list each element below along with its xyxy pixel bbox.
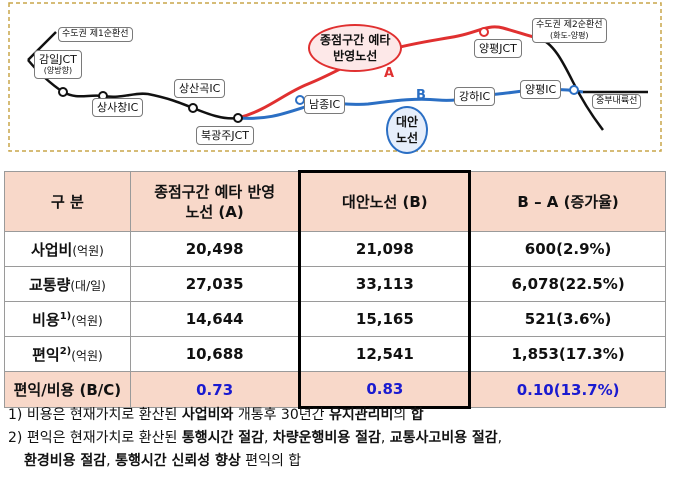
footnote-2-bold: 통행시간 신뢰성 향상 <box>115 453 241 469</box>
route-b-callout: 대안 노선 <box>386 106 429 154</box>
label-bukgwangju-jct: 북광주JCT <box>196 126 255 145</box>
footnote-1-bold: 사업비와 <box>181 407 234 423</box>
row-label: 편익2)(억원) <box>4 336 131 372</box>
cell-a: 20,498 <box>129 231 301 267</box>
label-jungbu-naeryuk: 중부내륙선 <box>592 94 642 109</box>
yangpyeong-jct-dot <box>479 27 489 37</box>
label-yangpyeong-ic: 양평IC <box>520 80 562 99</box>
row-label-text: 사업비 <box>30 240 73 259</box>
footnotes: 1) 비용은 현재가치로 환산된 사업비와 개통후 30년간 유지관리비의 합 … <box>8 404 672 473</box>
label-gamil-jct-sub: (양방향) <box>43 66 73 75</box>
footnote-2-bold: 차량운행비용 절감 <box>272 430 381 446</box>
footnote-2-bold: 통행시간 절감 <box>181 430 265 446</box>
label-gamil-jct-name: 감일JCT <box>39 53 77 66</box>
table-header-row: 구 분 종점구간 예타 반영 노선 (A) 대안노선 (B) B – A (증가… <box>4 170 666 232</box>
ratio-a: 0.73 <box>129 371 301 408</box>
ring2-line <box>537 36 604 131</box>
row-label: 비용1)(억원) <box>4 301 131 337</box>
route-map: 수도권 제1순환선 감일JCT (양방향) 상사창IC 상산곡IC 북광주JCT… <box>8 2 662 154</box>
route-a-callout: 종점구간 예타 반영노선 <box>308 24 403 72</box>
row-footnote-mark: 1) <box>59 310 72 322</box>
footnote-1-bold: 유지관리비 <box>328 407 394 423</box>
row-label-text: 편익 <box>32 345 60 364</box>
footnote-2-bold: 환경비용 절감 <box>24 453 107 469</box>
ratio-b: 0.83 <box>298 371 472 409</box>
cell-diff: 521(3.6%) <box>469 301 666 337</box>
footnote-2-text: , <box>264 430 273 446</box>
cell-a: 27,035 <box>129 266 301 302</box>
label-namjong-ic: 남종IC <box>304 95 346 114</box>
row-footnote-mark: 2) <box>59 345 72 357</box>
row-unit: (억원) <box>72 243 104 258</box>
comparison-table: 구 분 종점구간 예타 반영 노선 (A) 대안노선 (B) B – A (증가… <box>4 170 666 409</box>
route-b-callout-line2: 노선 <box>396 131 419 145</box>
bukgwangju-dot <box>233 113 243 123</box>
table-row: 편익2)(억원) 10,688 12,541 1,853(17.3%) <box>4 336 666 372</box>
footnote-1-bold: 합 <box>410 407 424 423</box>
yangpyeong-ic-dot <box>569 85 579 95</box>
footnote-2: 2) 편익은 현재가치로 환산된 통행시간 절감, 차량운행비용 절감, 교통사… <box>8 427 672 450</box>
label-sangsachang-ic: 상사창IC <box>92 98 144 117</box>
ratio-label: 편익/비용 (B/C) <box>4 371 131 408</box>
ring1-line <box>27 31 57 61</box>
cell-b: 15,165 <box>298 301 472 337</box>
header-route-b: 대안노선 (B) <box>298 170 472 232</box>
cell-a: 10,688 <box>129 336 301 372</box>
label-seoul-ring2-sub: (화도-양평) <box>549 31 589 40</box>
gamil-dot <box>58 87 68 97</box>
cell-diff: 6,078(22.5%) <box>469 266 666 302</box>
label-sangsangok-ic: 상산곡IC <box>174 79 226 98</box>
cell-a: 14,644 <box>129 301 301 337</box>
label-yangpyeong-jct: 양평JCT <box>474 39 522 58</box>
row-unit: (대/일) <box>70 278 106 293</box>
footnote-2-text: , <box>380 430 390 446</box>
ratio-diff: 0.10(13.7%) <box>469 371 666 408</box>
footnote-2-text: , <box>106 453 116 469</box>
header-route-a: 종점구간 예타 반영 노선 (A) <box>129 171 301 232</box>
route-b-callout-line1: 대안 <box>396 115 419 129</box>
row-label: 교통량(대/일) <box>4 266 131 302</box>
label-seoul-ring2-name: 수도권 제2순환선 <box>536 20 603 30</box>
route-b-line <box>237 87 584 120</box>
cell-diff: 600(2.9%) <box>469 231 666 267</box>
table-row: 비용1)(억원) 14,644 15,165 521(3.6%) <box>4 301 666 337</box>
footnote-1-text: 의 <box>393 407 411 423</box>
label-seoul-ring1: 수도권 제1순환선 <box>58 27 133 42</box>
cell-b: 12,541 <box>298 336 472 372</box>
row-unit: (억원) <box>71 313 103 328</box>
cell-b: 33,113 <box>298 266 472 302</box>
sangsangok-dot <box>188 103 198 113</box>
route-a-callout-line2: 반영노선 <box>333 49 378 63</box>
footnote-2-bold: 교통사고비용 절감 <box>389 430 498 446</box>
route-a-line <box>237 25 539 120</box>
label-gamil-jct: 감일JCT (양방향) <box>34 50 82 79</box>
row-label-text: 비용 <box>32 310 60 329</box>
footnote-1-text: 개통후 30년간 <box>233 407 329 423</box>
route-a-callout-line1: 종점구간 예타 <box>320 33 391 47</box>
footnote-2-text: 2) 편익은 현재가치로 환산된 <box>8 430 182 446</box>
row-unit: (억원) <box>71 348 103 363</box>
label-seoul-ring2: 수도권 제2순환선 (화도-양평) <box>532 18 607 43</box>
footnote-1: 1) 비용은 현재가치로 환산된 사업비와 개통후 30년간 유지관리비의 합 <box>8 404 672 427</box>
footnote-2-text: , <box>497 430 503 446</box>
route-b-letter: B <box>416 88 426 103</box>
footnote-1-text: 1) 비용은 현재가치로 환산된 <box>8 407 182 423</box>
header-diff: B – A (증가율) <box>469 171 666 232</box>
cell-diff: 1,853(17.3%) <box>469 336 666 372</box>
route-a-letter: A <box>384 66 395 81</box>
footnote-2-text: 편익의 합 <box>240 453 302 469</box>
row-label-text: 교통량 <box>28 275 71 294</box>
header-category: 구 분 <box>4 171 131 232</box>
cell-b: 21,098 <box>298 231 472 267</box>
table-row: 교통량(대/일) 27,035 33,113 6,078(22.5%) <box>4 266 666 302</box>
footnote-2-cont: 환경비용 절감, 통행시간 신뢰성 향상 편익의 합 <box>8 450 672 473</box>
ratio-row: 편익/비용 (B/C) 0.73 0.83 0.10(13.7%) <box>4 371 666 409</box>
label-gangha-ic: 강하IC <box>454 87 496 106</box>
table-row: 사업비(억원) 20,498 21,098 600(2.9%) <box>4 231 666 267</box>
namjong-dot <box>295 95 305 105</box>
row-label: 사업비(억원) <box>4 231 131 267</box>
map-dashed-frame <box>8 2 662 152</box>
